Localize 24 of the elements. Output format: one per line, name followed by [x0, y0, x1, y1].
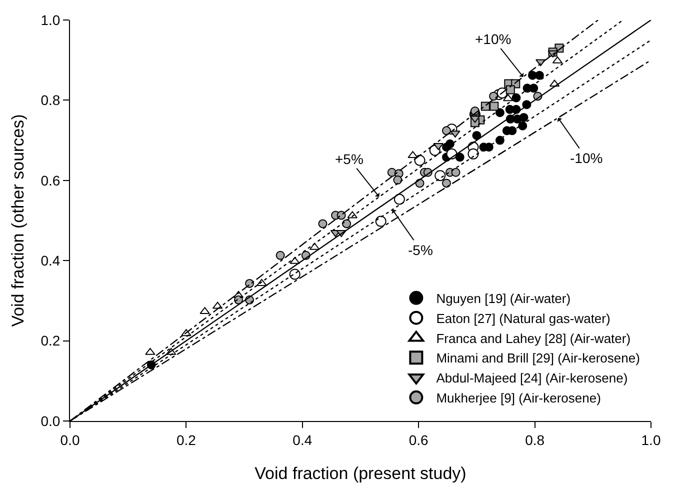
- annotation: +5%: [335, 151, 364, 167]
- legend-label: Minami and Brill [29] (Air-kerosene): [436, 350, 640, 366]
- legend-label: Abdul-Majeed [24] (Air-kerosene): [436, 370, 628, 386]
- y-tick-label: 1.0: [40, 12, 60, 28]
- y-axis-title: Void fraction (other sources): [8, 114, 28, 327]
- y-tick-label: 0.4: [40, 252, 60, 268]
- legend-label: Mukherjee [9] (Air-kerosene): [436, 390, 601, 406]
- x-axis-title: Void fraction (present study): [254, 464, 466, 484]
- legend-label: Franca and Lahey [28] (Air-water): [436, 330, 631, 346]
- annotation: -10%: [570, 150, 603, 166]
- x-tick-label: 0.8: [525, 432, 545, 448]
- x-tick-label: 0.2: [176, 432, 196, 448]
- x-tick-label: 0.4: [292, 432, 312, 448]
- x-tick-label: 0.6: [408, 432, 429, 448]
- legend-label: Nguyen [19] (Air-water): [436, 291, 571, 306]
- y-tick-label: 0.0: [40, 412, 60, 429]
- y-tick-label: 0.2: [40, 332, 60, 349]
- annotation: -5%: [408, 242, 433, 258]
- y-tick-label: 0.8: [40, 92, 60, 108]
- legend-label: Eaton [27] (Natural gas-water): [436, 310, 610, 326]
- annotation: +10%: [475, 31, 512, 47]
- x-tick-label: 1.0: [641, 432, 661, 448]
- x-tick-label: 0.0: [60, 432, 80, 448]
- y-tick-label: 0.6: [40, 172, 60, 188]
